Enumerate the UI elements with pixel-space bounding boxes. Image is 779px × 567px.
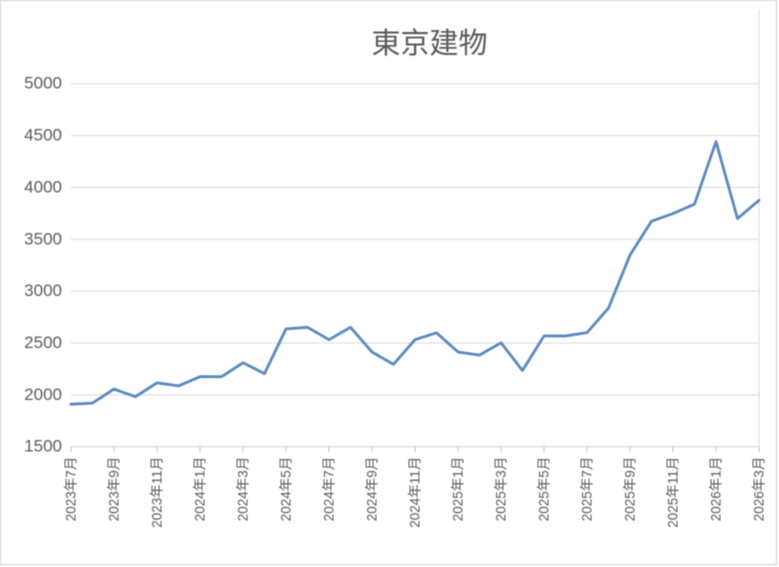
- svg-text:2025年9月: 2025年9月: [623, 457, 638, 522]
- svg-text:4500: 4500: [24, 126, 62, 145]
- svg-text:2026年3月: 2026年3月: [752, 457, 767, 522]
- svg-text:2024年1月: 2024年1月: [193, 457, 208, 522]
- svg-text:2024年9月: 2024年9月: [365, 457, 380, 522]
- svg-text:4000: 4000: [24, 177, 62, 196]
- svg-text:2025年11月: 2025年11月: [666, 457, 681, 528]
- svg-text:3000: 3000: [24, 281, 62, 300]
- svg-text:2023年7月: 2023年7月: [64, 457, 79, 522]
- svg-text:2025年1月: 2025年1月: [451, 457, 466, 522]
- svg-text:2023年9月: 2023年9月: [107, 457, 122, 522]
- svg-text:3500: 3500: [24, 229, 62, 248]
- svg-text:2023年11月: 2023年11月: [150, 457, 165, 528]
- svg-text:2024年3月: 2024年3月: [236, 457, 251, 522]
- svg-text:1500: 1500: [24, 437, 62, 456]
- svg-text:5000: 5000: [24, 74, 62, 93]
- svg-text:2025年5月: 2025年5月: [537, 457, 552, 522]
- svg-text:2026年1月: 2026年1月: [709, 457, 724, 522]
- svg-text:2024年7月: 2024年7月: [322, 457, 337, 522]
- svg-text:2025年3月: 2025年3月: [494, 457, 509, 522]
- svg-text:2500: 2500: [24, 333, 62, 352]
- svg-text:2025年7月: 2025年7月: [580, 457, 595, 522]
- svg-text:2024年5月: 2024年5月: [279, 457, 294, 522]
- svg-text:2024年11月: 2024年11月: [408, 457, 423, 528]
- svg-text:2000: 2000: [24, 385, 62, 404]
